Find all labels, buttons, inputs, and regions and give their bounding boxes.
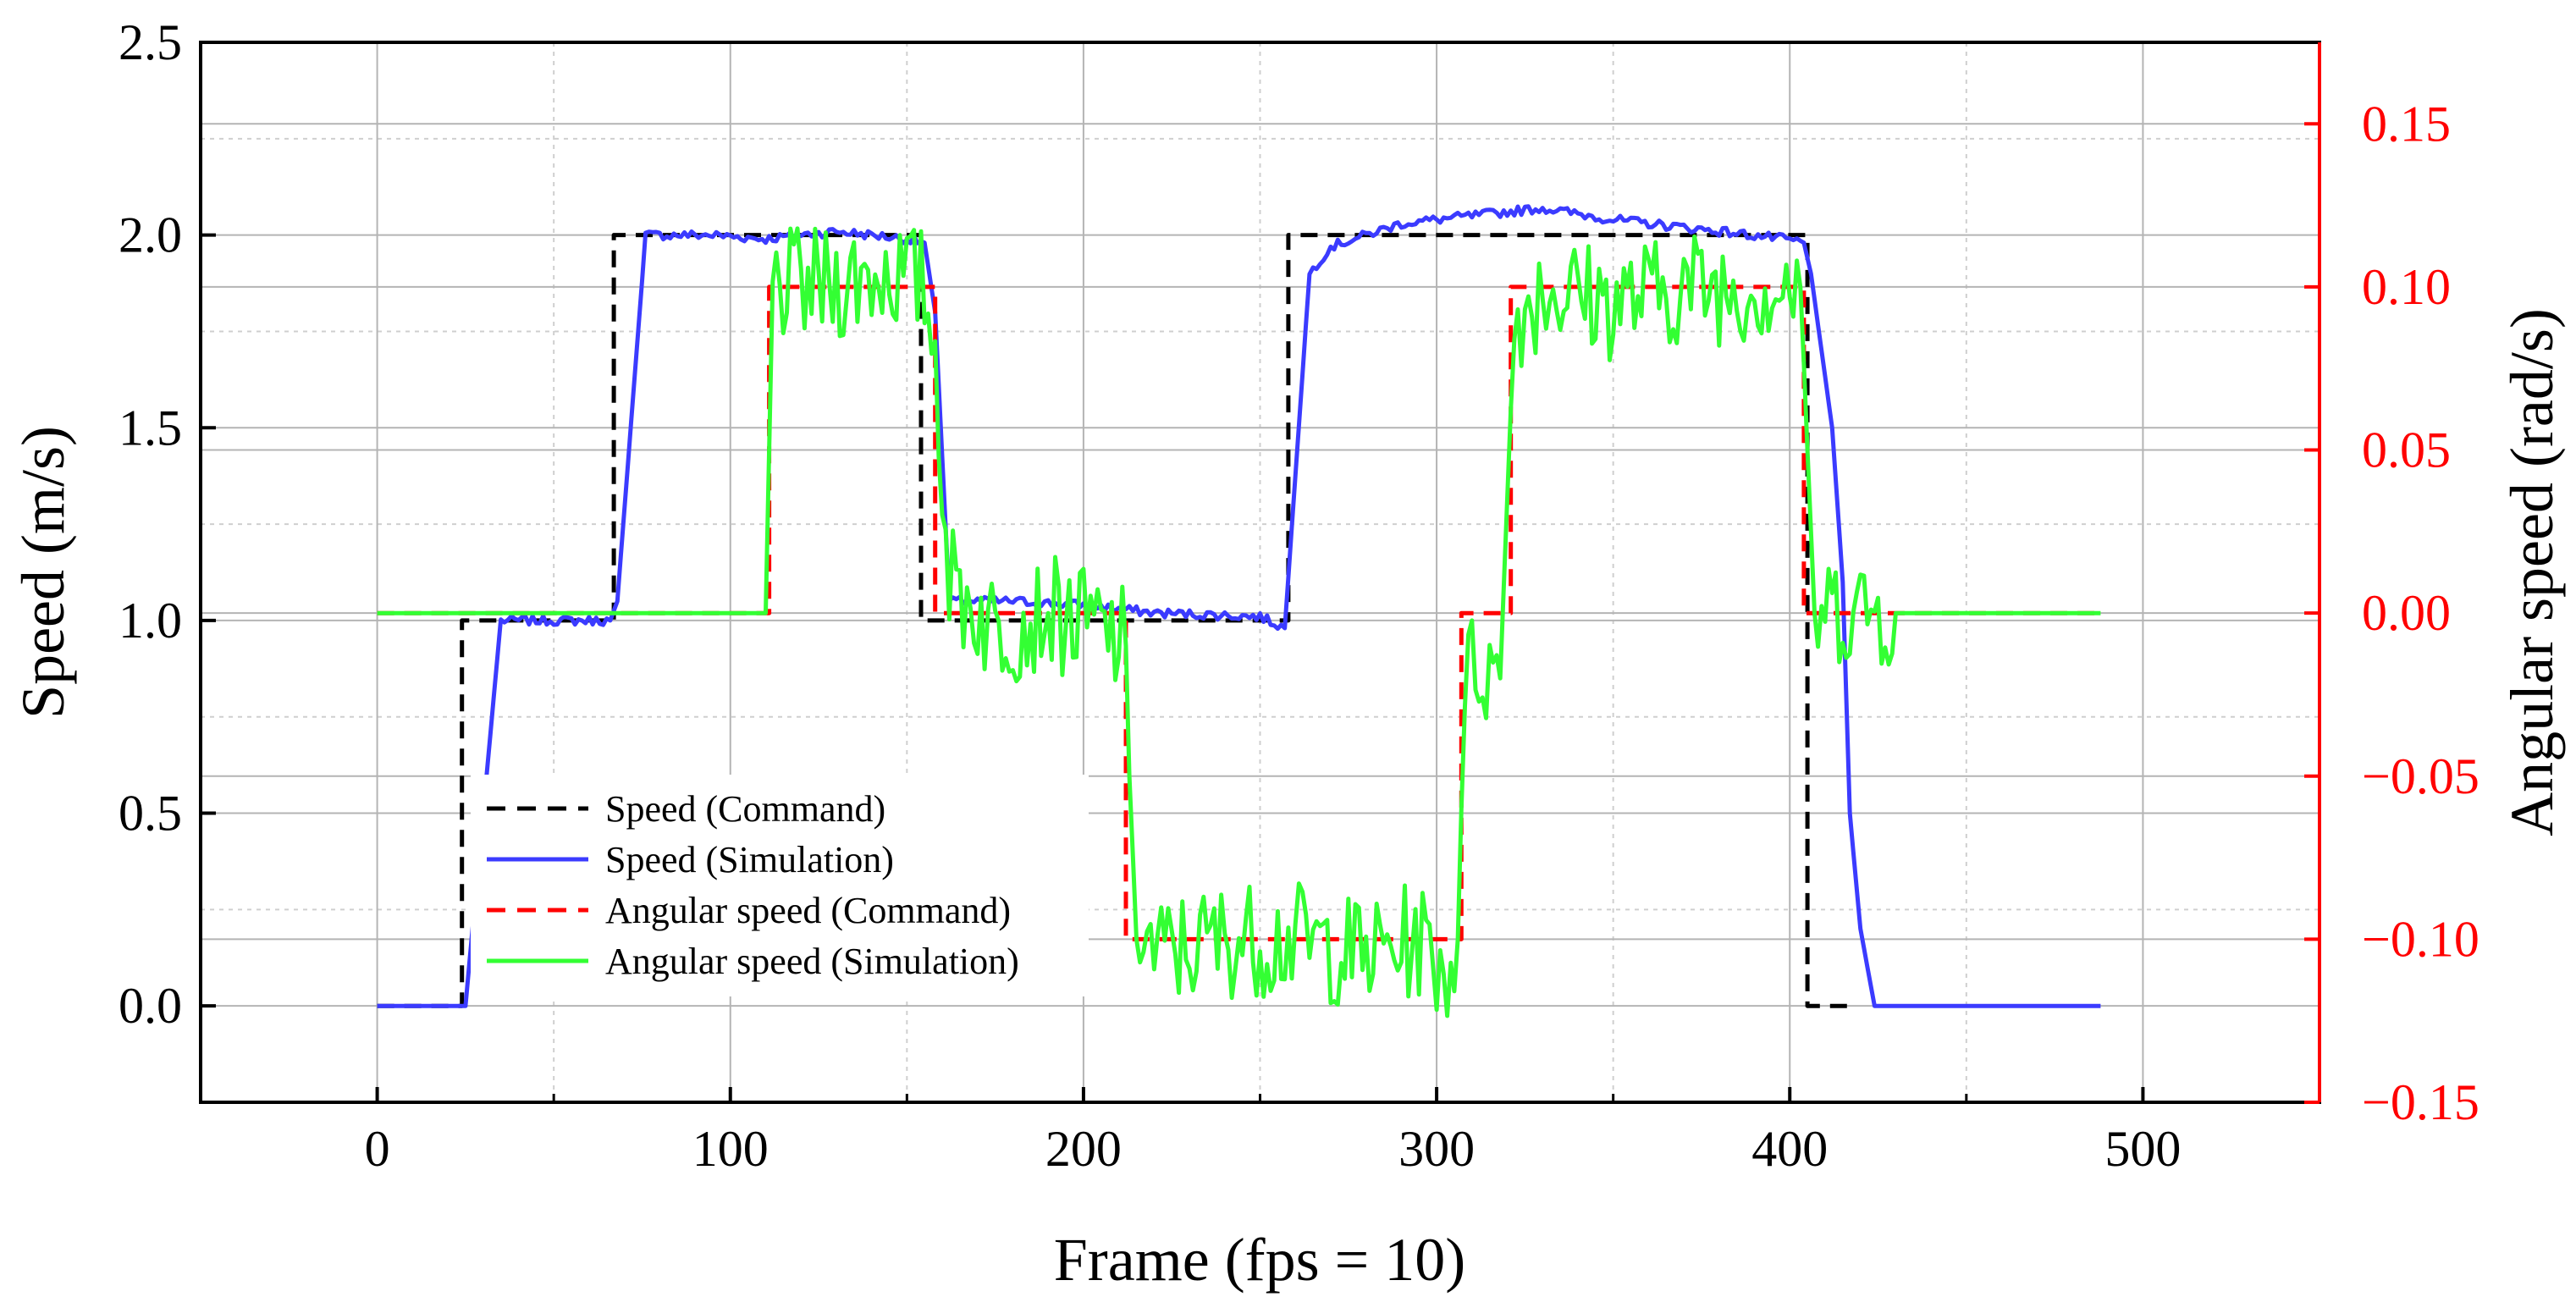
x-tick-label: 200 [1045,1121,1122,1177]
series-line-3 [377,226,2101,1018]
series-line-0 [377,233,1854,1008]
x-tick-label: 500 [2104,1121,2181,1177]
legend: Speed (Command) Speed (Simulation) Angul… [471,775,1089,996]
y-axis-label-right: Angular speed (rad/s) [2498,308,2566,836]
y-right-tick-label: 0.10 [2362,259,2451,315]
y-right-tick-label: −0.15 [2362,1074,2479,1130]
y-left-tick-label: 0.5 [119,786,182,842]
y-left-tick-label: 1.5 [119,400,182,455]
y-right-tick-label: −0.05 [2362,748,2479,804]
y-left-tick-label: 0.0 [119,978,182,1034]
legend-label-speed-command: Speed (Command) [605,788,885,830]
legend-label-speed-simulation: Speed (Simulation) [605,839,894,880]
x-tick-label: 0 [365,1121,390,1177]
series-layer [377,204,2101,1018]
x-tick-label: 100 [692,1121,769,1177]
legend-label-angular-simulation: Angular speed (Simulation) [605,941,1019,982]
x-axis-label: Frame (fps = 10) [1054,1226,1466,1294]
y-right-tick-label: −0.10 [2362,911,2479,967]
legend-label-angular-command: Angular speed (Command) [605,890,1011,931]
y-left-tick-label: 2.5 [119,14,182,70]
y-left-tick-label: 1.0 [119,593,182,648]
y-right-tick-label: 0.05 [2362,422,2451,478]
x-tick-label: 400 [1751,1121,1828,1177]
y-left-tick-label: 2.0 [119,207,182,263]
y-right-tick-label: 0.00 [2362,585,2451,641]
ticks-layer: 0 100 200 300 400 500 0.0 0.5 1.0 1.5 2.0 2.5 −0.15 −… [119,14,2479,1177]
y-right-tick-label: 0.15 [2362,96,2451,152]
series-line-2 [377,284,2101,941]
series-line-1 [377,204,2101,1008]
x-tick-label: 300 [1398,1121,1475,1177]
y-axis-label-left: Speed (m/s) [9,426,77,719]
